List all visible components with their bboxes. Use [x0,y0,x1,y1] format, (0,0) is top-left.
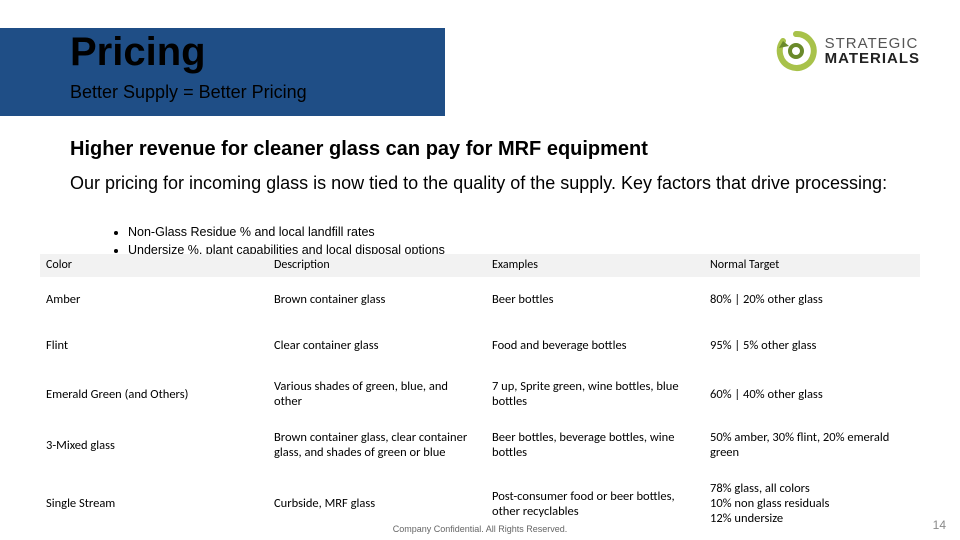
col-color: Color [40,254,268,277]
body-paragraph: Our pricing for incoming glass is now ti… [70,172,900,195]
page-title: Pricing [70,30,206,75]
col-examples: Examples [486,254,704,277]
col-description: Description [268,254,486,277]
logo-line1: STRATEGIC [825,36,920,51]
col-target: Normal Target [704,254,920,277]
table-row: 3-Mixed glass Brown container glass, cle… [40,420,920,471]
page-number: 14 [933,518,946,532]
table-row: Flint Clear container glass Food and bev… [40,323,920,369]
logo-line2: MATERIALS [825,51,920,66]
page-subtitle: Better Supply = Better Pricing [70,82,307,103]
table-header-row: Color Description Examples Normal Target [40,254,920,277]
pricing-table: Color Description Examples Normal Target… [40,254,920,536]
footer-text: Company Confidential. All Rights Reserve… [0,524,960,534]
company-logo: STRATEGIC MATERIALS [775,30,920,72]
table-row: Amber Brown container glass Beer bottles… [40,277,920,323]
list-item: Non-Glass Residue % and local landfill r… [128,224,445,242]
table-row: Emerald Green (and Others) Various shade… [40,369,920,420]
section-heading: Higher revenue for cleaner glass can pay… [70,138,648,161]
recycle-icon [775,30,817,72]
table-body: Amber Brown container glass Beer bottles… [40,277,920,537]
